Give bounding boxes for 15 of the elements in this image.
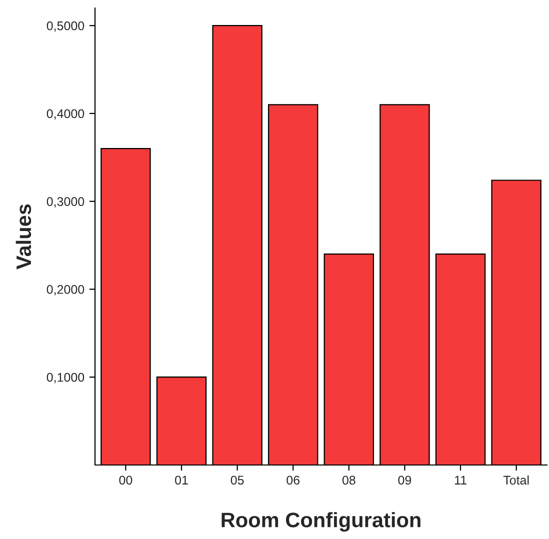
x-tick-label: 01 <box>175 476 188 485</box>
x-tick-label: 11 <box>454 476 466 484</box>
x-tick-label: 09 <box>398 476 412 485</box>
y-tick-label: 0,3000 <box>46 197 84 208</box>
y-tick-label: 0,2000 <box>46 285 84 296</box>
x-axis-title: Room Configuration <box>222 512 420 532</box>
y-tick-label: 0,1000 <box>46 372 84 384</box>
x-tick-label: 05 <box>230 476 244 485</box>
y-tick-label: 0,5000 <box>46 21 84 32</box>
y-tick-label: 0,4000 <box>46 109 84 120</box>
x-tick-label: 00 <box>119 476 132 485</box>
x-tick-label: 08 <box>342 476 356 485</box>
x-tick-label: Total <box>503 475 529 485</box>
x-tick-label: 06 <box>286 476 300 485</box>
y-axis-title: Values <box>16 204 32 270</box>
